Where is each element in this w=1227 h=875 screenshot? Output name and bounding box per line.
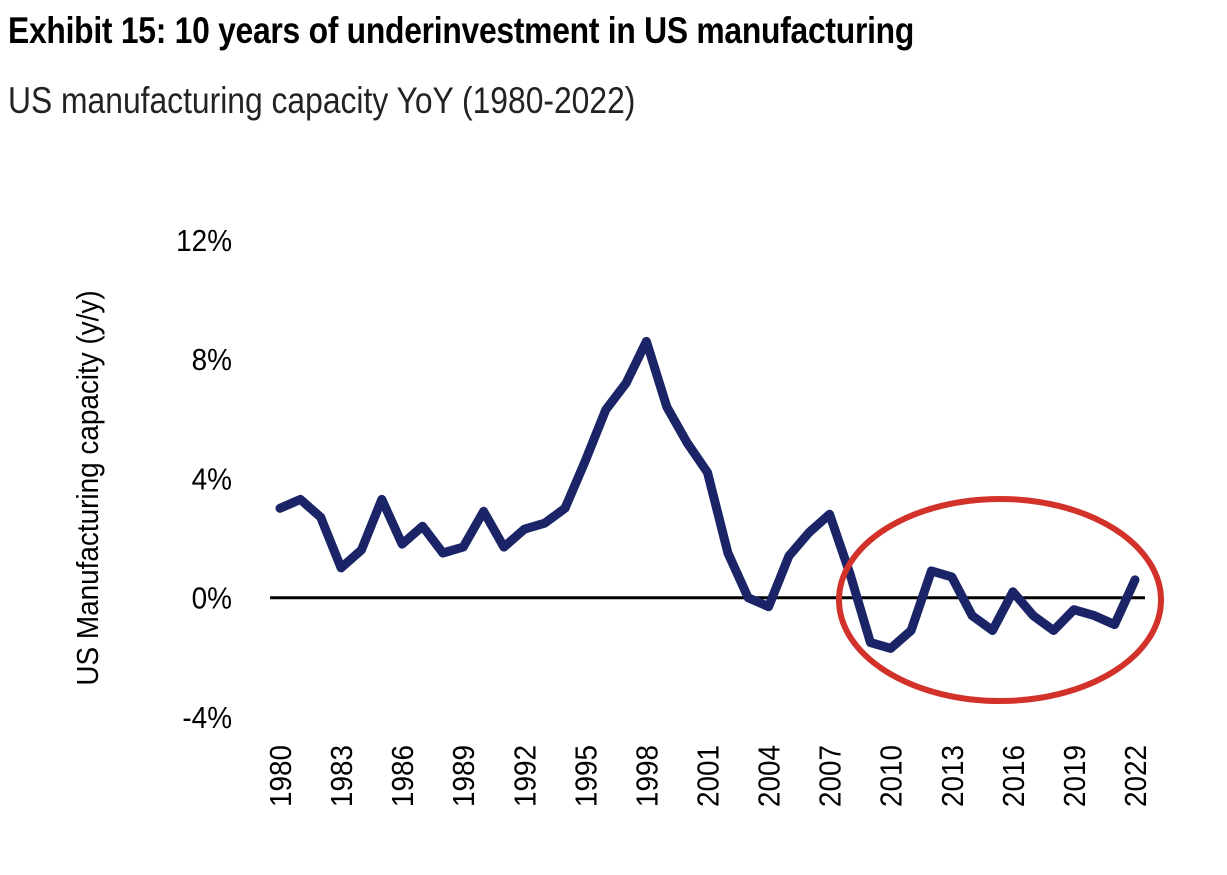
x-tick-label: 1983 (325, 745, 360, 807)
x-axis-ticks: 1980 1983 1986 1989 1992 1995 1998 2001 2004 2007… (264, 745, 1154, 807)
y-tick-label: 8% (192, 343, 232, 378)
x-tick-label: 2004 (752, 745, 787, 807)
series-line (275, 336, 1140, 653)
x-tick-label: 2001 (691, 745, 726, 807)
x-tick-label: 1995 (569, 745, 604, 807)
x-tick-label: 2022 (1119, 745, 1154, 807)
x-tick-label: 2019 (1058, 745, 1093, 807)
y-tick-label: 0% (192, 581, 232, 616)
x-tick-label: 2016 (997, 745, 1032, 807)
chart-subtitle: US manufacturing capacity YoY (1980-2022… (8, 80, 636, 121)
x-tick-label: 1992 (508, 745, 543, 807)
x-tick-label: 2013 (935, 745, 970, 807)
x-tick-label: 1986 (386, 745, 421, 807)
y-tick-label: 4% (192, 462, 232, 497)
highlight-ellipse (836, 496, 1164, 704)
x-tick-label: 1998 (630, 745, 665, 807)
y-tick-label: -4% (182, 701, 232, 736)
x-tick-label: 1980 (264, 745, 299, 807)
x-tick-label: 2007 (813, 745, 848, 807)
y-axis-label: US Manufacturing capacity (y/y) (71, 290, 106, 685)
x-tick-label: 1989 (447, 745, 482, 807)
x-tick-label: 2010 (874, 745, 909, 807)
chart-title: Exhibit 15: 10 years of underinvestment … (8, 10, 915, 51)
y-tick-label: 12% (176, 224, 232, 259)
y-axis-ticks: -4% 0% 4% 8% 12% (176, 224, 232, 736)
